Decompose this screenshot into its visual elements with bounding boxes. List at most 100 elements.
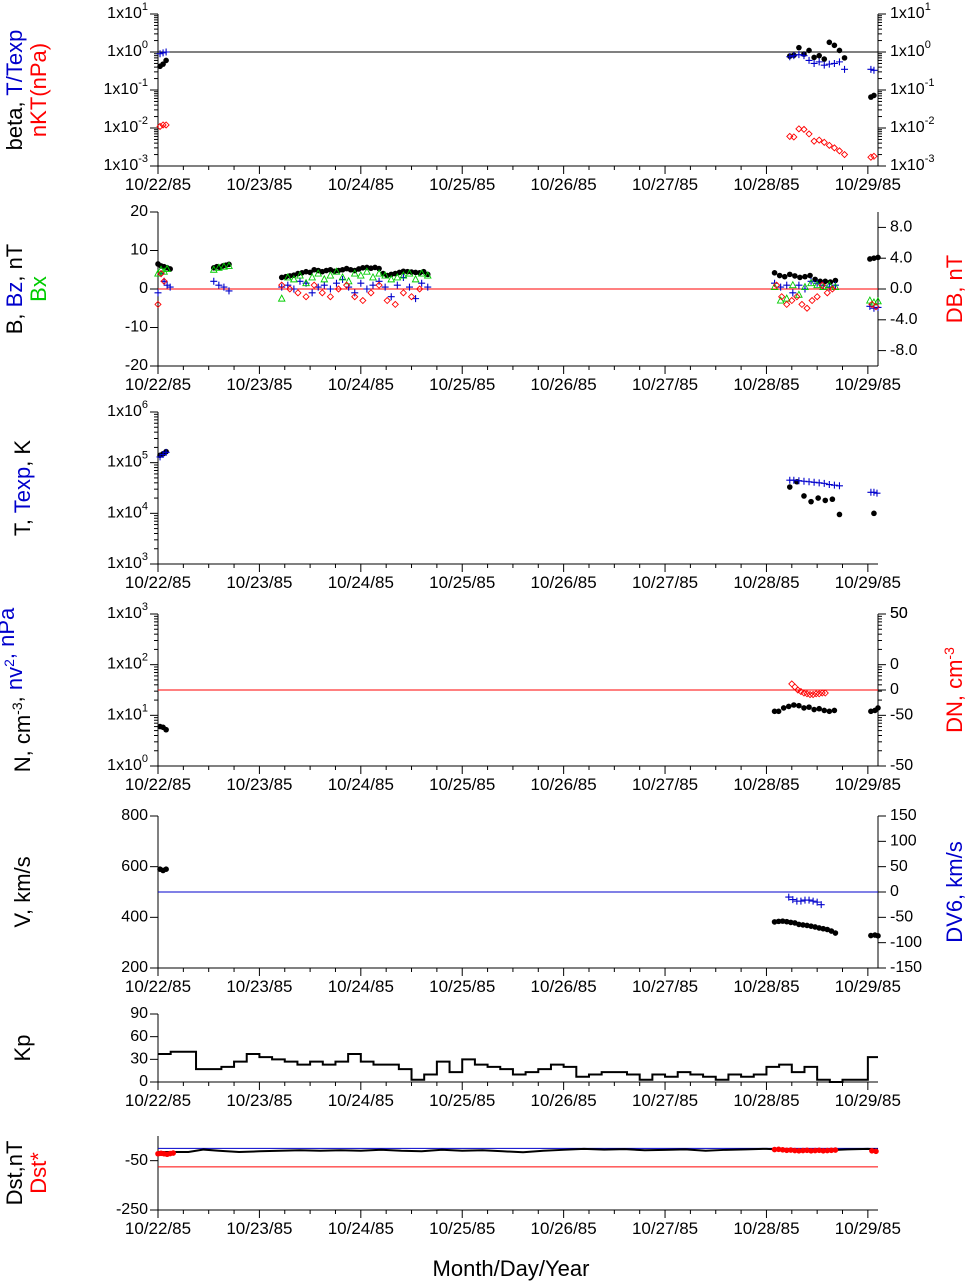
data-point [867,153,875,161]
data-point [781,273,788,280]
x-tick-label: 10/27/85 [632,175,698,194]
data-point [393,272,402,281]
data-point [334,285,343,293]
y-tick-label: -20 [125,357,148,374]
data-point [874,296,882,305]
panel-6: 90 60 30 010/22/85 10/23/85 10/24/85 10/25/85 1… [10,1005,901,1110]
y-tick-label-right: 0 [890,883,899,900]
data-point [310,281,318,289]
data-point [809,690,817,699]
y-tick-label-right: -8.0 [890,342,918,359]
data-point [351,293,359,301]
data-point [363,285,371,293]
data-point [796,1148,802,1154]
data-point [771,919,778,925]
data-point [314,283,322,291]
data-point [154,269,162,277]
data-point [795,281,803,289]
data-point [163,726,169,733]
y-tick-label: 60 [130,1028,148,1045]
data-point [156,122,164,131]
x-tick-label: 10/25/85 [429,775,495,794]
data-point [791,683,799,691]
x-tick-label: 10/29/85 [835,175,901,194]
data-point [825,60,833,68]
y-axis-label: Bx [26,276,51,302]
data-point [815,495,821,501]
y-tick-label-right: 50 [890,605,908,622]
data-point [375,281,383,289]
data-point [800,125,808,134]
data-point [810,59,818,67]
y-tick-label: -50 [125,1152,148,1169]
data-point [350,269,359,277]
data-point [802,273,808,280]
series-dv6 [785,893,825,909]
data-point [813,293,821,301]
data-point [801,493,807,499]
data-point [812,690,820,698]
data-point [283,272,292,281]
data-point [215,281,223,289]
data-point [159,49,167,57]
data-point [320,281,328,289]
data-point [818,689,826,697]
data-point [219,262,228,270]
data-point [793,293,801,301]
data-point [417,269,426,277]
x-tick-label: 10/28/85 [733,1219,799,1238]
data-point [797,897,805,905]
x-tick-label: 10/24/85 [328,375,394,394]
y-tick-label-right: 1x101 [890,1,931,22]
data-point [160,277,168,285]
series-v [157,866,881,939]
data-point [813,280,822,289]
x-tick-label: 10/23/85 [226,1091,292,1110]
data-point [831,42,838,49]
data-point [791,702,797,708]
data-point [289,274,298,283]
data-point [832,277,839,284]
data-point [320,274,329,283]
y-axis-label: V, km/s [10,856,35,927]
data-point [391,300,399,309]
data-point [796,702,802,709]
y-tick-label-right: -100 [890,934,922,951]
data-point [302,278,311,287]
data-point [811,706,817,713]
y-tick-label: 400 [121,909,148,926]
data-point [157,265,165,273]
data-point [805,896,813,904]
x-axis-title: Month/Day/Year [433,1256,590,1281]
y-tick-label-right: 50 [890,605,908,622]
y-tick-label: 1x106 [107,399,148,420]
data-point [832,1147,839,1153]
data-point [827,279,834,285]
data-point [307,269,313,276]
data-point [278,283,286,291]
data-point [296,271,304,279]
x-tick-label: 10/22/85 [125,375,191,394]
data-point [776,272,783,279]
data-point [818,281,826,289]
data-point [160,277,168,285]
data-point [825,141,833,149]
data-point [225,287,233,295]
data-point [820,61,828,69]
x-tick-label: 10/25/85 [429,977,495,996]
y-tick-label: 200 [121,959,148,976]
x-tick-label: 10/24/85 [328,1219,394,1238]
x-tick-label: 10/25/85 [429,573,495,592]
data-point [815,136,823,144]
data-point [399,271,408,279]
data-point [800,1147,806,1154]
data-point [771,270,778,276]
data-point [314,269,323,277]
y-tick-label-right: 150 [890,807,917,824]
y-tick-label: -250 [116,1201,148,1218]
x-tick-label: 10/27/85 [632,977,698,996]
data-point [381,283,389,291]
series-kp [158,1050,878,1083]
panel-5: 800 600 400 200 150 100 50 0 -50 -100 -150 10/22/85… [10,807,967,996]
